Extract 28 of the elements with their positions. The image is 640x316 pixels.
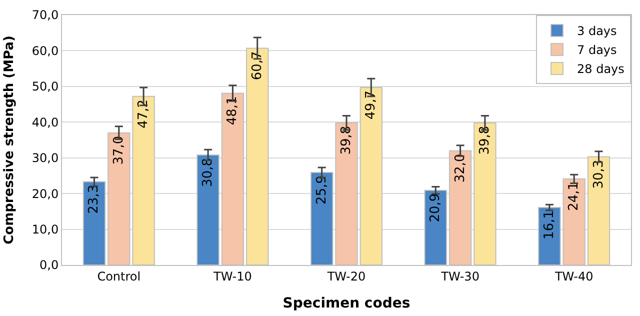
data-label: 16,1 — [542, 210, 557, 240]
x-tick-label: Control — [97, 269, 141, 284]
x-tick-label: TW-10 — [212, 269, 252, 284]
x-tick-label: TW-40 — [554, 269, 594, 284]
data-label: 23,3 — [86, 184, 102, 214]
y-tick-label: 20,0 — [32, 186, 59, 201]
data-label: 39,8 — [339, 126, 354, 155]
x-axis-title: Specimen codes — [282, 296, 410, 312]
data-label: 60,7 — [250, 51, 265, 80]
y-tick-label: 40,0 — [32, 115, 59, 130]
y-tick-label: 50,0 — [32, 80, 59, 94]
y-tick-label: 10,0 — [32, 222, 59, 236]
x-tick-label: TW-30 — [440, 269, 480, 284]
legend-label: 7 days — [577, 43, 617, 58]
x-tick-label: TW-20 — [326, 269, 366, 284]
y-tick-label: 30,0 — [32, 151, 59, 166]
data-label: 39,8 — [477, 126, 492, 155]
y-tick-label: 60,0 — [32, 44, 59, 58]
data-label: 49,7 — [364, 90, 379, 120]
y-tick-label: 70,0 — [32, 8, 59, 22]
data-label: 48,1 — [225, 96, 240, 126]
data-label: 24,1 — [566, 182, 582, 211]
data-label: 37,0 — [111, 136, 126, 165]
y-tick-label: 0,0 — [40, 258, 59, 272]
y-axis-title: Compressive strength (MPa) — [2, 36, 17, 244]
data-label: 20,9 — [428, 193, 444, 222]
legend-label: 28 days — [577, 62, 624, 76]
legend-label: 3 days — [577, 24, 617, 38]
